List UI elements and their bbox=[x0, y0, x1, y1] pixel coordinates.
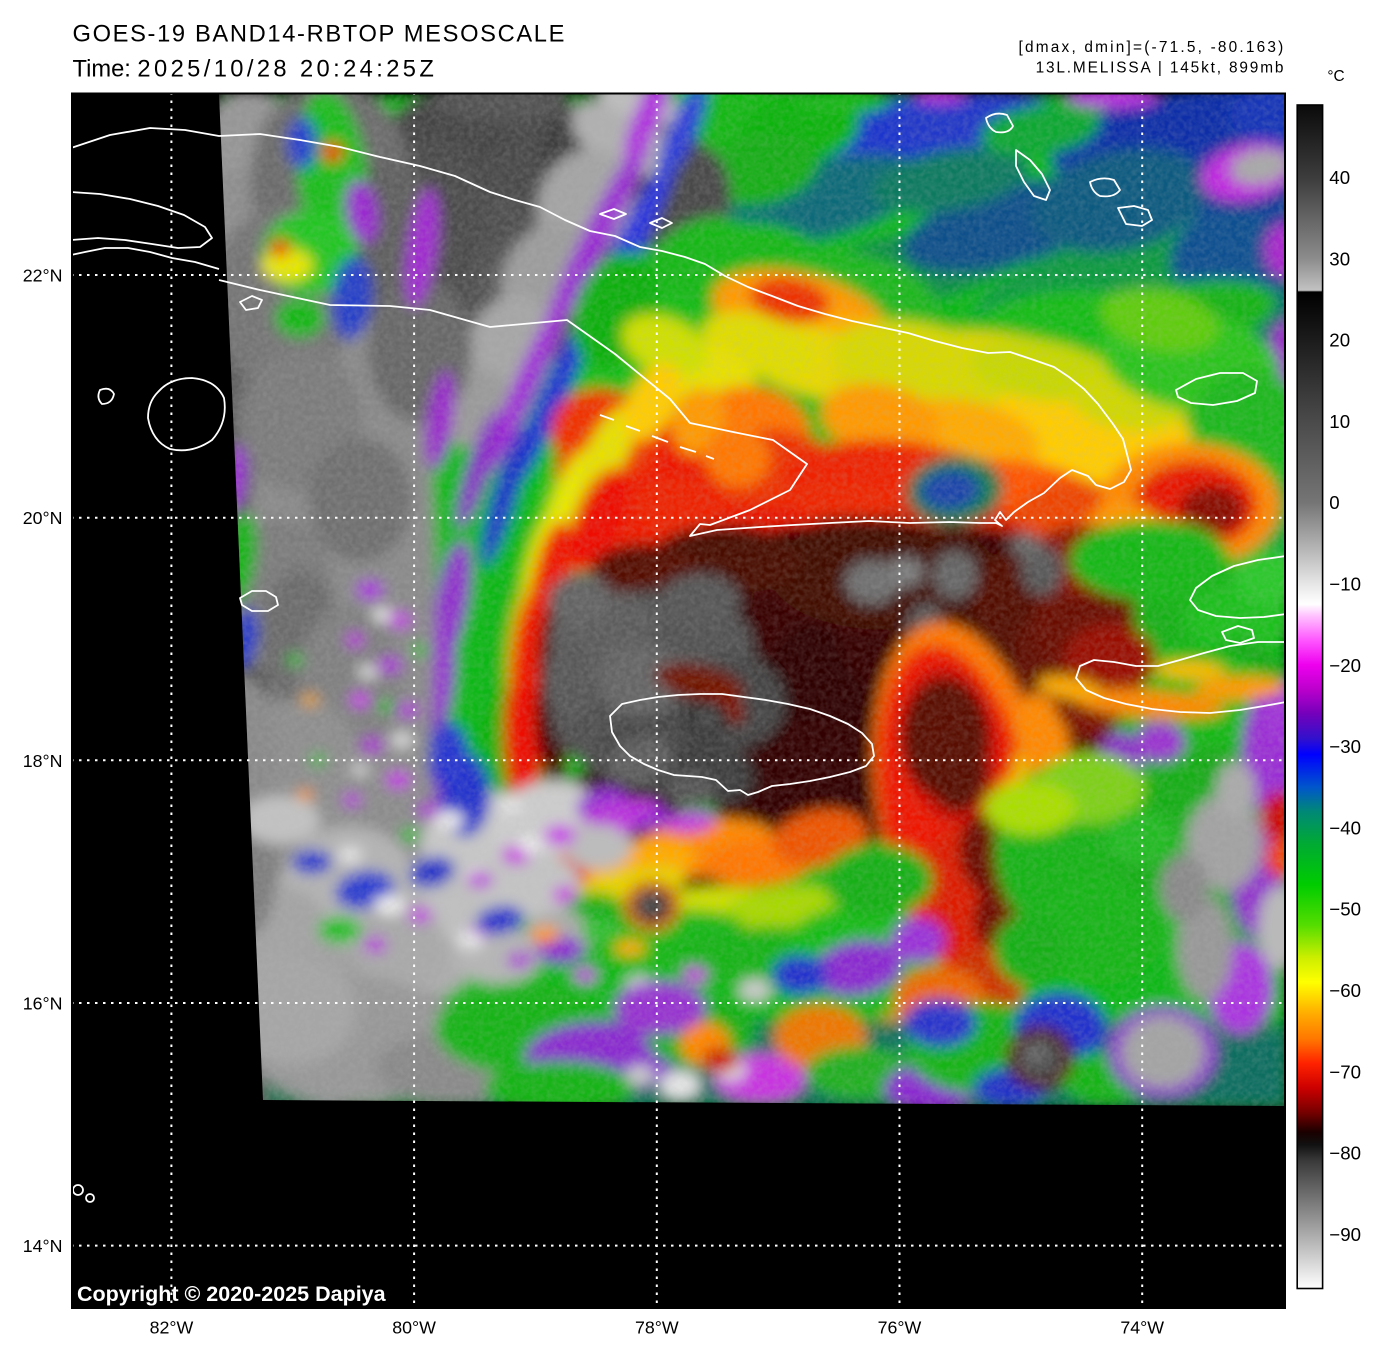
svg-text:30: 30 bbox=[1329, 248, 1350, 269]
svg-text:−70: −70 bbox=[1329, 1061, 1361, 1082]
svg-text:20: 20 bbox=[1329, 330, 1350, 351]
svg-text:Time: 2025/10/28 20:24:25Z: Time: 2025/10/28 20:24:25Z bbox=[73, 57, 438, 83]
svg-text:76°W: 76°W bbox=[878, 1317, 922, 1337]
svg-text:18°N: 18°N bbox=[23, 751, 63, 771]
svg-text:78°W: 78°W bbox=[635, 1317, 679, 1337]
svg-text:−80: −80 bbox=[1329, 1143, 1361, 1164]
svg-text:82°W: 82°W bbox=[150, 1317, 194, 1337]
svg-text:−10: −10 bbox=[1329, 574, 1361, 595]
svg-text:GOES-19 BAND14-RBTOP MESOSCALE: GOES-19 BAND14-RBTOP MESOSCALE bbox=[73, 22, 567, 48]
svg-text:−30: −30 bbox=[1329, 736, 1361, 757]
svg-text:13L.MELISSA | 145kt, 899mb: 13L.MELISSA | 145kt, 899mb bbox=[1036, 60, 1286, 77]
svg-text:16°N: 16°N bbox=[23, 994, 63, 1014]
svg-text:−40: −40 bbox=[1329, 817, 1361, 838]
svg-text:20°N: 20°N bbox=[23, 508, 63, 528]
svg-text:−60: −60 bbox=[1329, 980, 1361, 1001]
svg-text:−90: −90 bbox=[1329, 1224, 1361, 1245]
svg-text:80°W: 80°W bbox=[392, 1317, 436, 1337]
svg-text:40: 40 bbox=[1329, 167, 1350, 188]
svg-text:[dmax, dmin]=(-71.5, -80.163): [dmax, dmin]=(-71.5, -80.163) bbox=[1019, 39, 1286, 56]
svg-text:14°N: 14°N bbox=[23, 1236, 63, 1256]
svg-text:Copyright © 2020-2025 Dapiya: Copyright © 2020-2025 Dapiya bbox=[77, 1282, 387, 1306]
svg-text:10: 10 bbox=[1329, 411, 1350, 432]
svg-text:−20: −20 bbox=[1329, 655, 1361, 676]
svg-text:74°W: 74°W bbox=[1120, 1317, 1164, 1337]
svg-text:°C: °C bbox=[1327, 68, 1344, 85]
svg-text:0: 0 bbox=[1329, 492, 1339, 513]
svg-text:22°N: 22°N bbox=[23, 266, 63, 286]
svg-text:−50: −50 bbox=[1329, 899, 1361, 920]
